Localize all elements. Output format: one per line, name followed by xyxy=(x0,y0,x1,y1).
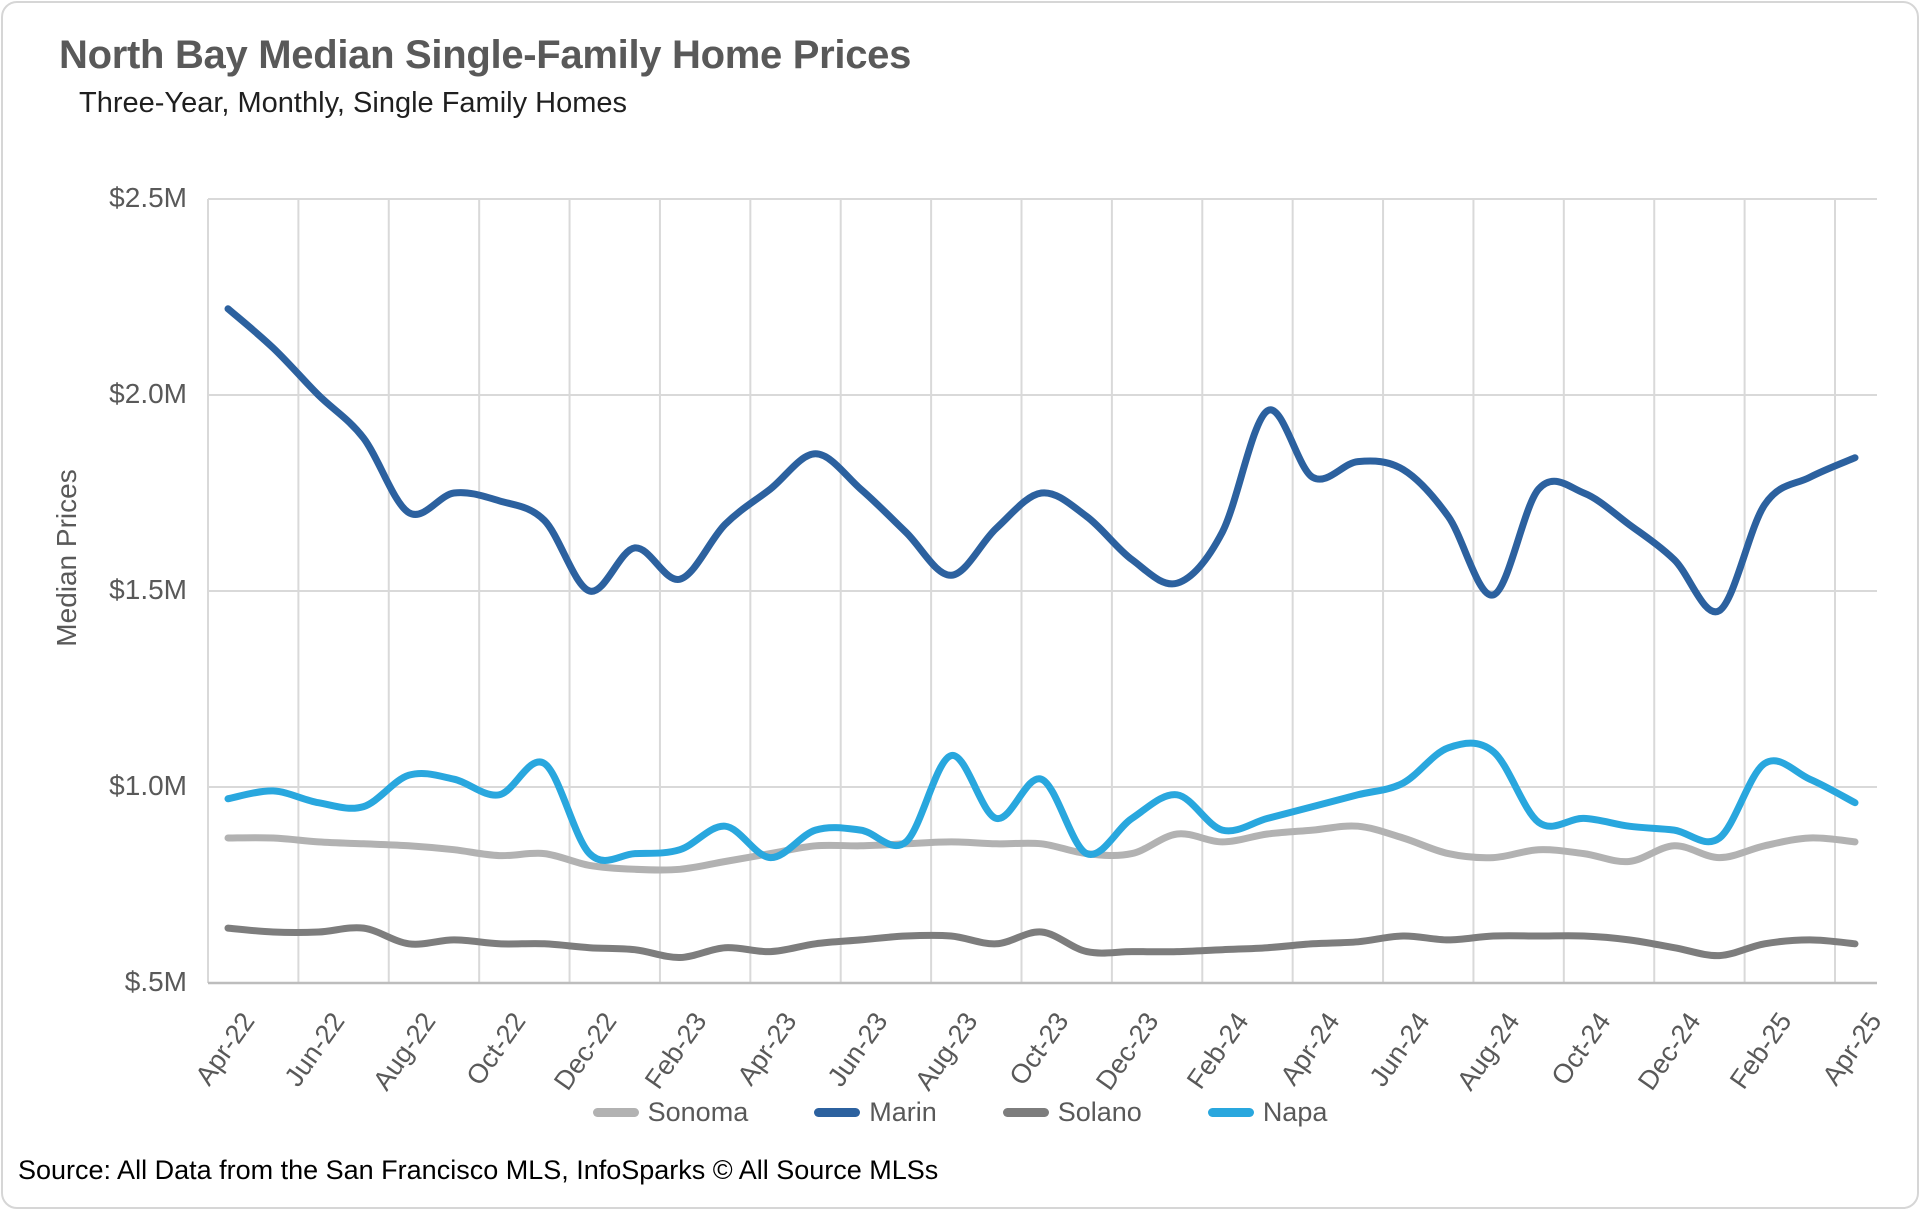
series-line-marin xyxy=(224,305,1859,616)
legend-label: Solano xyxy=(1057,1097,1142,1127)
legend-swatch-marin xyxy=(814,1108,861,1117)
y-tick-label: $1.0M xyxy=(109,770,187,801)
series-line-napa xyxy=(224,739,1859,864)
legend-label: Marin xyxy=(869,1097,937,1127)
line-chart-plot xyxy=(207,198,1877,985)
series-line-solano xyxy=(224,924,1859,962)
y-tick-label: $2.5M xyxy=(109,182,187,213)
legend-swatch-sonoma xyxy=(592,1108,639,1117)
chart-legend: Sonoma Marin Solano Napa xyxy=(3,1097,1917,1128)
legend-item-solano[interactable]: Solano xyxy=(1002,1097,1142,1128)
legend-item-napa[interactable]: Napa xyxy=(1207,1097,1328,1128)
source-note: Source: All Data from the San Francisco … xyxy=(18,1155,939,1185)
legend-item-sonoma[interactable]: Sonoma xyxy=(592,1097,749,1128)
y-tick-label: $.5M xyxy=(124,966,187,997)
legend-item-marin[interactable]: Marin xyxy=(814,1097,937,1128)
legend-label: Napa xyxy=(1262,1097,1328,1127)
legend-label: Sonoma xyxy=(647,1097,749,1127)
series-line-sonoma xyxy=(224,822,1859,874)
chart-subtitle: Three-Year, Monthly, Single Family Homes xyxy=(79,87,627,119)
legend-swatch-solano xyxy=(1002,1108,1049,1117)
y-tick-label: $1.5M xyxy=(109,574,187,605)
chart-title: North Bay Median Single-Family Home Pric… xyxy=(59,33,912,77)
y-tick-label: $2.0M xyxy=(109,378,187,409)
legend-swatch-napa xyxy=(1207,1108,1254,1117)
